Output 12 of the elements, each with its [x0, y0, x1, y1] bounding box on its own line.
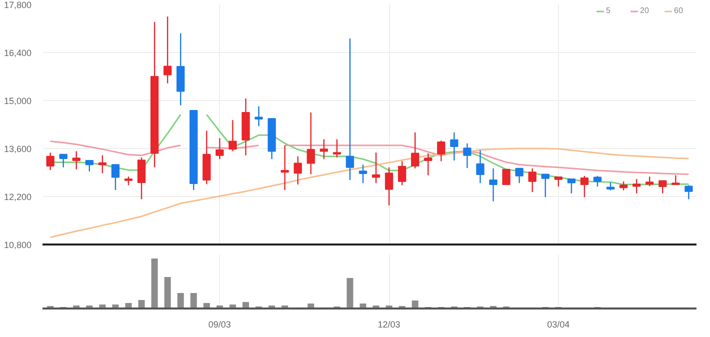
y-tick-label: 15,000 [4, 96, 32, 106]
y-tick-label: 12,200 [4, 192, 32, 202]
x-tick-label: 03/04 [547, 320, 570, 330]
y-tick-label: 17,800 [4, 0, 32, 10]
x-tick-label: 12/03 [378, 320, 400, 330]
legend-label: 20 [640, 6, 650, 15]
y-tick-label: 13,600 [4, 144, 32, 154]
legend-label: 60 [674, 6, 684, 15]
y-tick-label: 16,400 [4, 48, 32, 58]
x-tick-label: 09/03 [208, 320, 231, 330]
y-tick-label: 10,800 [4, 240, 32, 250]
legend-label: 5 [606, 6, 612, 15]
